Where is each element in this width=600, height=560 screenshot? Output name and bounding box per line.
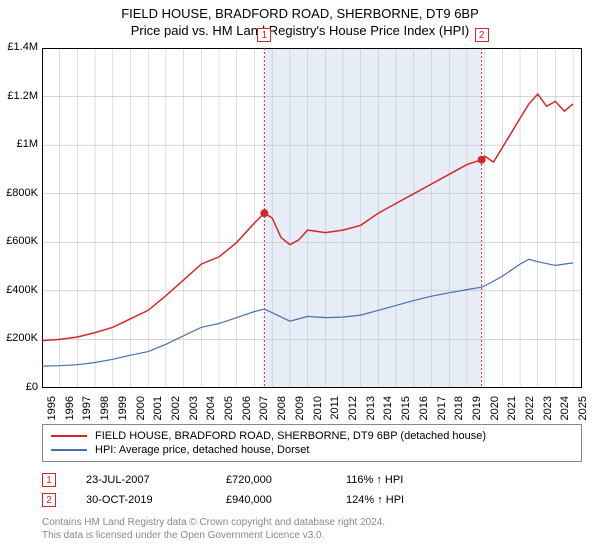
event-date-1: 23-JUL-2007 <box>86 474 226 486</box>
x-tick-label: 2006 <box>241 396 253 426</box>
line-chart <box>42 48 582 388</box>
x-tick-label: 2014 <box>382 396 394 426</box>
y-tick-label: £800K <box>0 187 38 199</box>
x-tick-label: 2018 <box>453 396 465 426</box>
chart-title: FIELD HOUSE, BRADFORD ROAD, SHERBORNE, D… <box>0 6 600 21</box>
x-tick-label: 1996 <box>64 396 76 426</box>
y-tick-label: £0 <box>0 381 38 393</box>
x-tick-label: 2024 <box>559 396 571 426</box>
event-date-2: 30-OCT-2019 <box>86 494 226 506</box>
x-tick-label: 2022 <box>524 396 536 426</box>
y-tick-label: £1.2M <box>0 90 38 102</box>
footer: Contains HM Land Registry data © Crown c… <box>42 516 582 542</box>
y-tick-label: £200K <box>0 332 38 344</box>
x-tick-label: 2007 <box>258 396 270 426</box>
x-tick-label: 2001 <box>152 396 164 426</box>
event-marker-2: 2 <box>42 493 56 507</box>
x-tick-label: 2019 <box>471 396 483 426</box>
legend-row-property: FIELD HOUSE, BRADFORD ROAD, SHERBORNE, D… <box>51 429 573 443</box>
x-tick-label: 2008 <box>276 396 288 426</box>
x-tick-label: 2003 <box>188 396 200 426</box>
chart-event-marker-1: 1 <box>257 28 271 42</box>
x-tick-label: 1998 <box>99 396 111 426</box>
event-hpi-2: 124% ↑ HPI <box>346 494 404 506</box>
event-price-1: £720,000 <box>226 474 346 486</box>
x-tick-label: 2011 <box>329 396 341 426</box>
x-tick-label: 2009 <box>294 396 306 426</box>
x-tick-label: 1999 <box>117 396 129 426</box>
chart-event-marker-2: 2 <box>475 28 489 42</box>
x-tick-label: 2020 <box>489 396 501 426</box>
legend-label-property: FIELD HOUSE, BRADFORD ROAD, SHERBORNE, D… <box>95 430 486 442</box>
event-price-2: £940,000 <box>226 494 346 506</box>
x-tick-label: 2012 <box>347 396 359 426</box>
x-tick-label: 1997 <box>81 396 93 426</box>
y-tick-label: £1M <box>0 138 38 150</box>
x-tick-label: 2023 <box>542 396 554 426</box>
x-tick-label: 2015 <box>400 396 412 426</box>
legend-swatch-hpi <box>51 449 87 451</box>
events-table: 1 23-JUL-2007 £720,000 116% ↑ HPI 2 30-O… <box>42 470 582 510</box>
y-tick-label: £400K <box>0 284 38 296</box>
legend-row-hpi: HPI: Average price, detached house, Dors… <box>51 443 573 457</box>
x-tick-label: 2002 <box>170 396 182 426</box>
footer-line-2: This data is licensed under the Open Gov… <box>42 529 582 542</box>
event-marker-1: 1 <box>42 473 56 487</box>
chart-subtitle: Price paid vs. HM Land Registry's House … <box>0 23 600 38</box>
chart-title-block: FIELD HOUSE, BRADFORD ROAD, SHERBORNE, D… <box>0 0 600 38</box>
x-tick-label: 1995 <box>46 396 58 426</box>
event-row-1: 1 23-JUL-2007 £720,000 116% ↑ HPI <box>42 470 582 490</box>
event-hpi-1: 116% ↑ HPI <box>346 474 403 486</box>
footer-line-1: Contains HM Land Registry data © Crown c… <box>42 516 582 529</box>
y-tick-label: £1.4M <box>0 41 38 53</box>
event-row-2: 2 30-OCT-2019 £940,000 124% ↑ HPI <box>42 490 582 510</box>
x-tick-label: 2013 <box>365 396 377 426</box>
x-tick-label: 2005 <box>223 396 235 426</box>
x-tick-label: 2016 <box>418 396 430 426</box>
x-tick-label: 2017 <box>436 396 448 426</box>
x-tick-label: 2021 <box>506 396 518 426</box>
x-tick-label: 2000 <box>135 396 147 426</box>
legend-and-events: FIELD HOUSE, BRADFORD ROAD, SHERBORNE, D… <box>42 424 582 542</box>
legend-swatch-property <box>51 435 87 437</box>
chart-area: £0£200K£400K£600K£800K£1M£1.2M£1.4M19951… <box>42 48 582 388</box>
y-tick-label: £600K <box>0 235 38 247</box>
x-tick-label: 2004 <box>205 396 217 426</box>
legend-label-hpi: HPI: Average price, detached house, Dors… <box>95 444 309 456</box>
legend-box: FIELD HOUSE, BRADFORD ROAD, SHERBORNE, D… <box>42 424 582 462</box>
x-tick-label: 2025 <box>577 396 589 426</box>
x-tick-label: 2010 <box>312 396 324 426</box>
